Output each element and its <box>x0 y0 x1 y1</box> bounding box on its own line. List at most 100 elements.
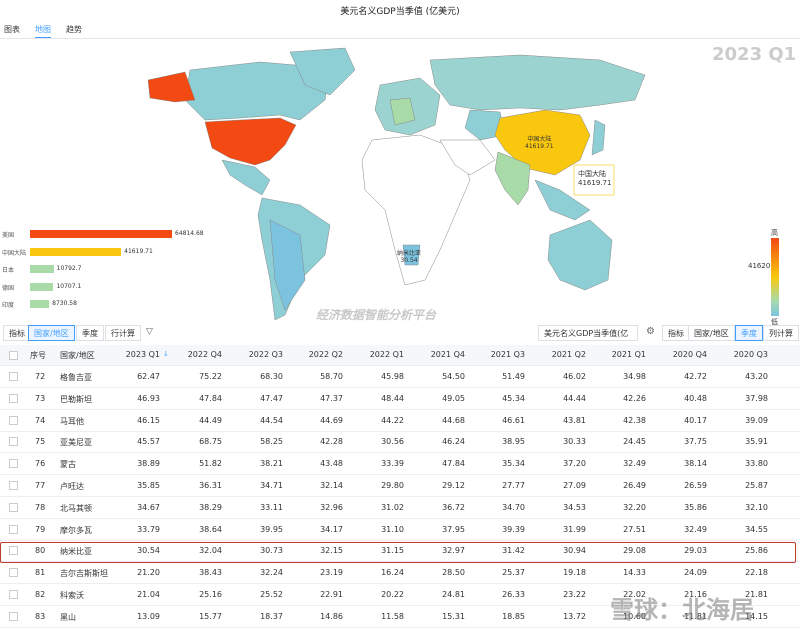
row-checkbox[interactable] <box>9 590 18 599</box>
table-cell: 34.71 <box>260 481 283 490</box>
table-cell: 13.09 <box>137 611 160 621</box>
table-cell: 75 <box>35 437 46 447</box>
highlight-row <box>0 542 796 563</box>
table-cell: 45.34 <box>502 393 525 403</box>
table-cell: 62.47 <box>137 372 160 381</box>
table-cell: 37.95 <box>442 524 465 534</box>
table-cell: 科索沃 <box>60 591 84 600</box>
footer-watermark: 雪球：北海居 <box>610 596 754 624</box>
row-checkbox[interactable] <box>9 459 18 469</box>
table-cell: 42.38 <box>623 415 646 425</box>
canada <box>184 61 331 121</box>
toolbar-button[interactable]: 国家/地区 <box>28 325 75 341</box>
bar <box>30 265 54 273</box>
toolbar-button[interactable]: 列计算 <box>763 325 799 341</box>
row-checkbox[interactable] <box>9 437 18 447</box>
table-cell: 43.20 <box>745 372 768 381</box>
column-header: 2021 Q2 <box>551 350 586 359</box>
table-cell: 38.95 <box>502 437 525 447</box>
table-cell: 40.17 <box>684 415 707 425</box>
table-cell: 35.91 <box>745 437 768 447</box>
row-checkbox[interactable] <box>9 481 18 490</box>
table-cell: 格鲁吉亚 <box>60 373 92 382</box>
row-line <box>0 583 800 585</box>
table-cell: 28.50 <box>442 568 465 578</box>
bar-label: 日本 <box>2 267 15 274</box>
table-cell: 纳米比亚 <box>60 547 92 557</box>
tab[interactable]: 地图 <box>35 25 51 34</box>
toolbar-button[interactable]: 国家/地区 <box>688 325 735 341</box>
row-line <box>0 539 800 541</box>
tooltip: 中国大陆 41619.71 <box>578 170 612 187</box>
table-cell: 14.15 <box>745 611 768 621</box>
toolbar-button[interactable]: 行计算 <box>105 325 141 341</box>
table-cell: 39.09 <box>745 415 768 425</box>
column-header: 2021 Q4 <box>430 350 465 359</box>
indicator-select[interactable]: 美元名义GDP当季值(亿 <box>538 325 638 341</box>
row-line <box>0 387 800 388</box>
table-cell: 22.91 <box>320 590 343 599</box>
table-cell: 48.44 <box>381 393 404 403</box>
table-cell: 32.49 <box>684 524 707 534</box>
usa <box>204 117 297 166</box>
row-checkbox[interactable] <box>9 611 18 621</box>
bar-value: 10707.1 <box>56 282 82 290</box>
column-header: 2022 Q3 <box>248 350 283 359</box>
southeast-asia <box>534 179 591 221</box>
settings-icon: ⚙ <box>646 326 655 337</box>
table-cell: 32.14 <box>320 481 343 490</box>
table-cell: 46.02 <box>563 372 586 381</box>
row-line <box>0 561 800 563</box>
table-cell: 29.12 <box>442 481 465 490</box>
table-cell: 54.50 <box>442 372 465 381</box>
tab[interactable]: 图表 <box>4 25 20 34</box>
toolbar-button[interactable]: 指标 <box>3 325 31 341</box>
toolbar-button[interactable]: 指标 <box>662 325 690 341</box>
middle-east <box>439 139 496 176</box>
tab[interactable]: 趋势 <box>66 25 82 34</box>
row-checkbox[interactable] <box>9 568 18 578</box>
table-cell: 24.09 <box>684 568 707 578</box>
table-header-bg <box>0 345 800 365</box>
row-checkbox[interactable] <box>9 415 18 425</box>
table-cell: 51.49 <box>502 372 525 381</box>
column-header: 2022 Q1 <box>369 350 404 359</box>
filter-icon: ▽ <box>146 327 153 337</box>
table-cell: 11.81 <box>684 611 707 621</box>
table-cell: 36.72 <box>442 502 465 512</box>
table-cell: 18.37 <box>260 611 283 621</box>
table-cell: 38.14 <box>684 459 707 469</box>
table-cell: 32.15 <box>320 546 343 556</box>
bar-value: 8730.58 <box>52 300 77 307</box>
table-cell: 44.22 <box>381 415 404 425</box>
table-cell: 34.98 <box>623 372 646 381</box>
table-cell: 36.31 <box>199 481 222 490</box>
table-cell: 31.99 <box>563 524 586 534</box>
table-cell: 31.15 <box>381 546 404 556</box>
table-cell: 32.49 <box>623 459 646 469</box>
table-cell: 47.84 <box>442 459 465 469</box>
table-cell: 11.58 <box>381 611 404 621</box>
table-cell: 34.67 <box>137 502 160 512</box>
column-header: 国家/地区 <box>60 351 95 360</box>
table-cell: 34.70 <box>502 502 525 512</box>
table-cell: 73 <box>35 393 46 403</box>
bar <box>30 282 54 291</box>
row-checkbox[interactable] <box>9 524 18 534</box>
table-cell: 30.56 <box>381 437 404 447</box>
title: 美元名义GDP当季值 (亿美元) <box>340 7 460 17</box>
bar <box>30 230 172 238</box>
toolbar-button[interactable]: 季度 <box>735 325 763 341</box>
russia <box>429 54 646 111</box>
row-checkbox[interactable] <box>9 502 18 512</box>
row-checkbox[interactable] <box>9 393 18 403</box>
row-line <box>0 452 800 454</box>
table-cell: 30.73 <box>260 546 283 556</box>
row-line <box>0 626 800 628</box>
table-cell: 25.86 <box>745 546 768 556</box>
toolbar-button[interactable]: 季度 <box>76 325 104 341</box>
legend-gradient <box>771 238 779 316</box>
row-checkbox[interactable] <box>9 546 18 556</box>
table-cell: 30.94 <box>563 546 586 556</box>
row-checkbox[interactable] <box>9 372 18 381</box>
